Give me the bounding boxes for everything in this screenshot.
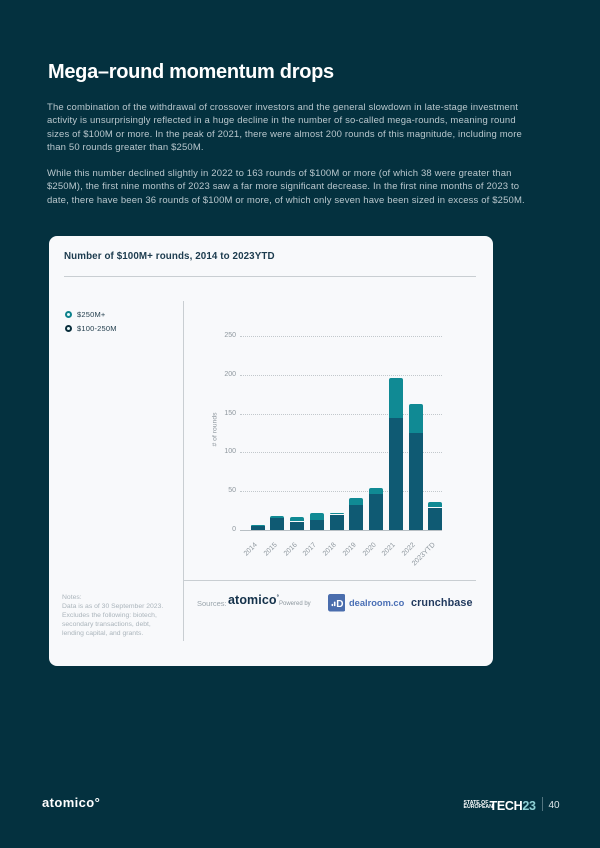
svg-text:D: D — [336, 599, 343, 610]
